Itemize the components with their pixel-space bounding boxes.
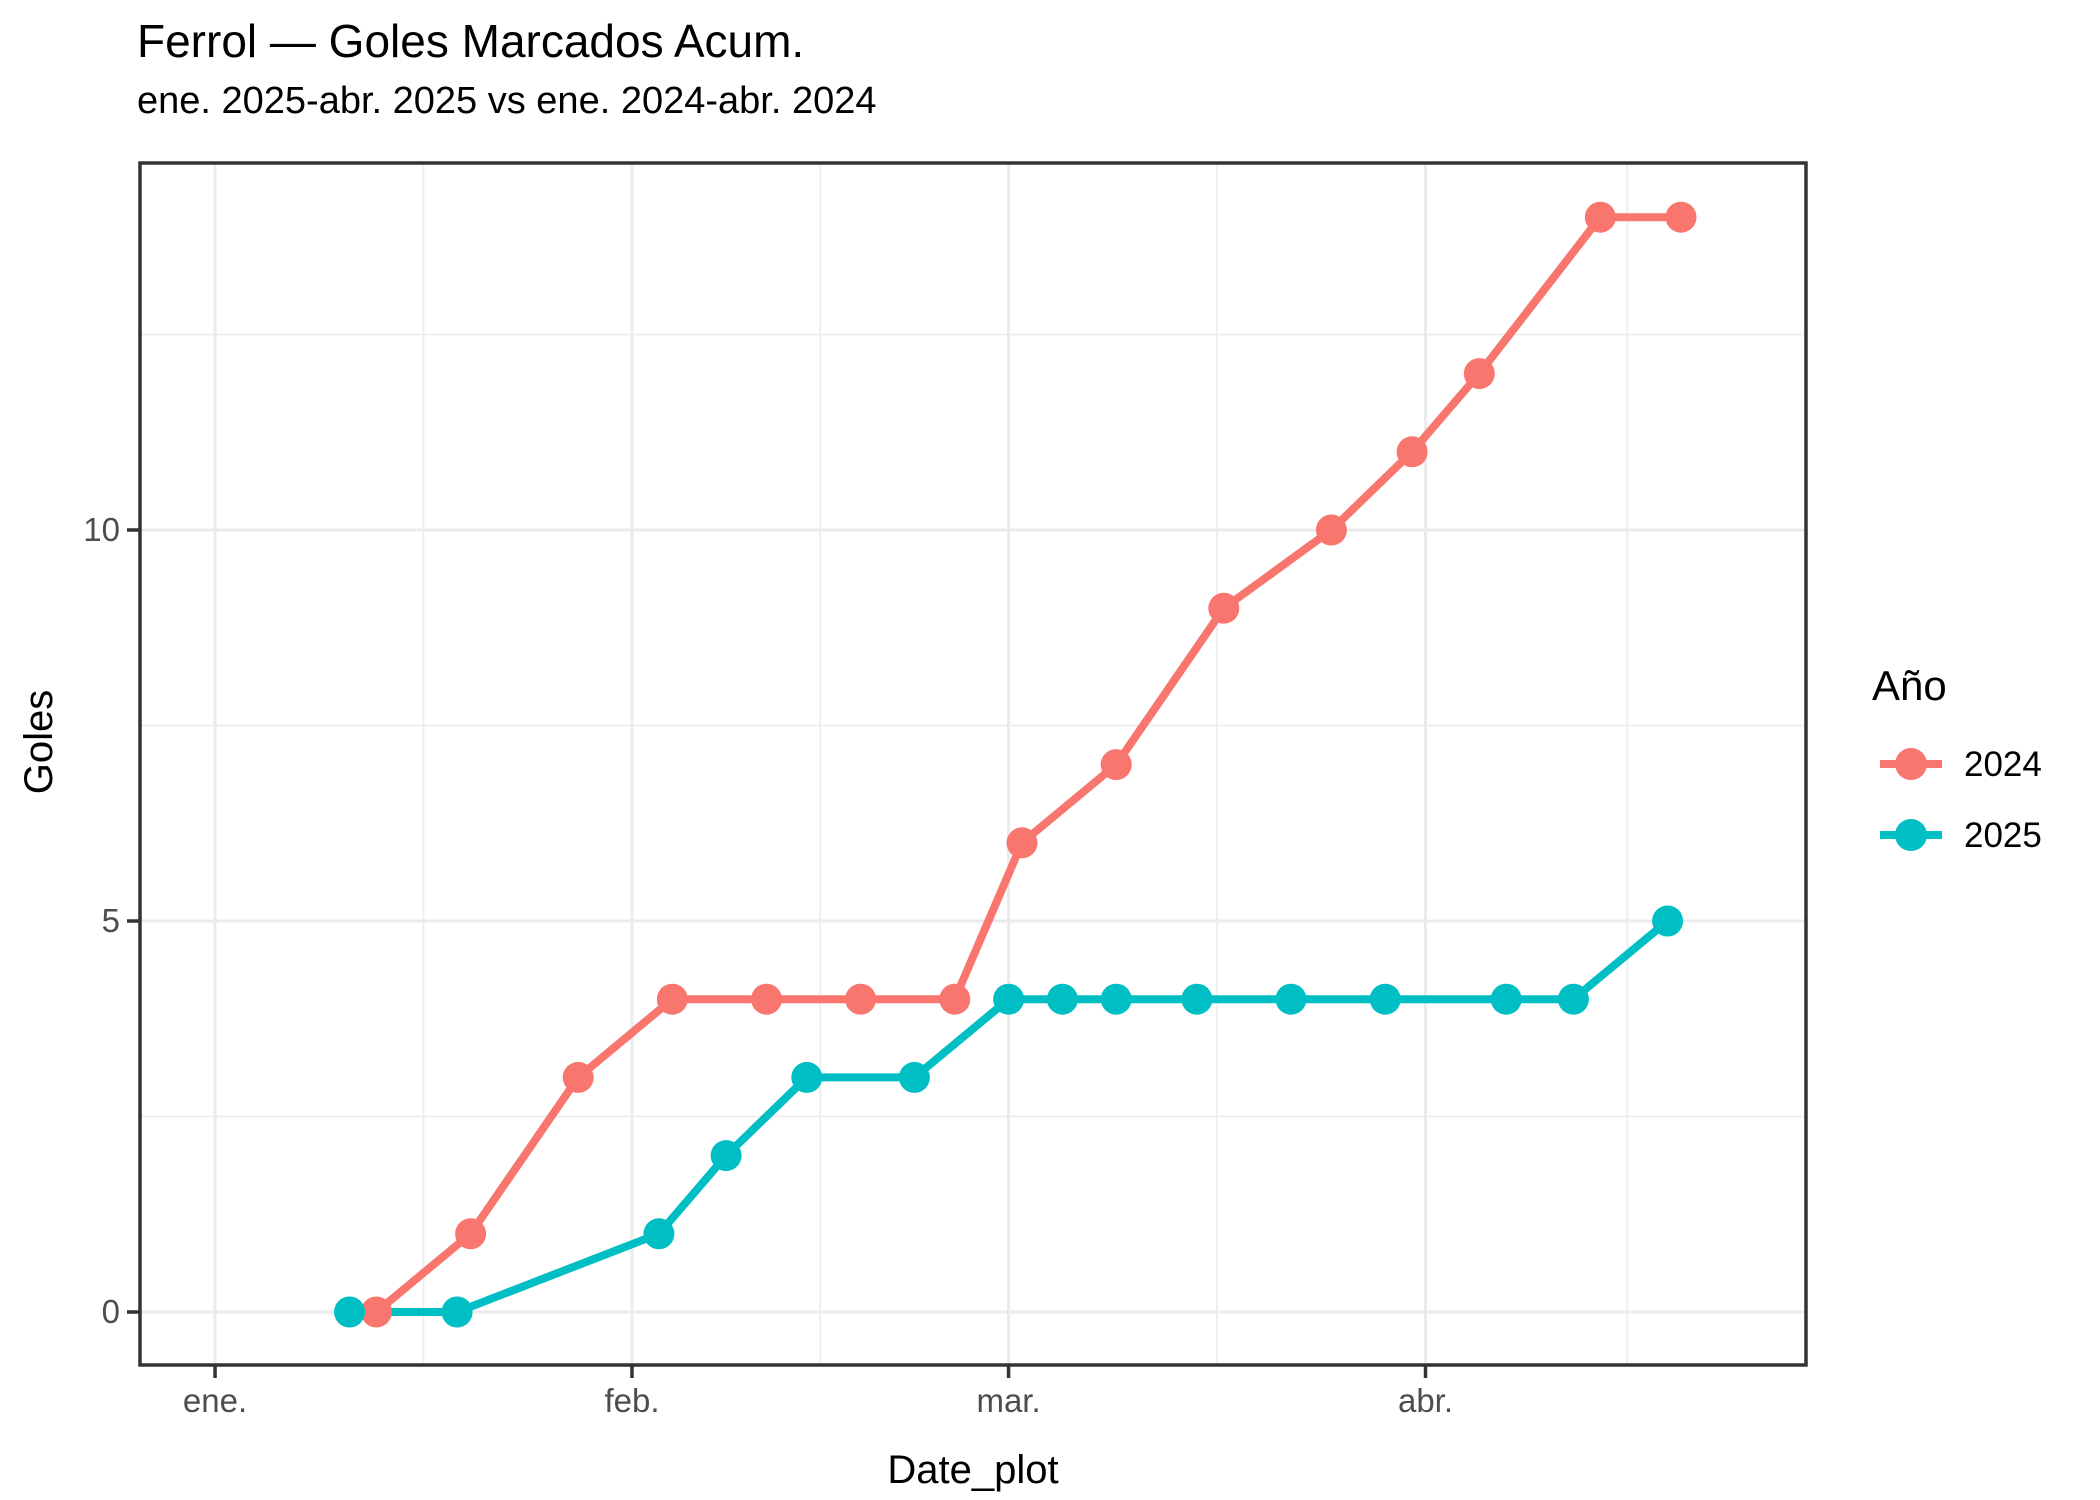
y-tick-label: 0 bbox=[102, 1293, 120, 1330]
x-tick-label: mar. bbox=[976, 1382, 1040, 1419]
data-point bbox=[455, 1218, 487, 1250]
legend-entry-label: 2025 bbox=[1964, 816, 2042, 855]
legend-entries: 2024 2025 bbox=[1880, 745, 2042, 855]
data-point bbox=[993, 983, 1025, 1015]
x-axis-title: Date_plot bbox=[887, 1448, 1058, 1492]
data-point bbox=[1665, 201, 1697, 233]
data-point bbox=[562, 1061, 594, 1093]
chart-subtitle: ene. 2025-abr. 2025 vs ene. 2024-abr. 20… bbox=[137, 80, 876, 122]
legend: Año 2024 2025 bbox=[1872, 662, 2042, 855]
data-point bbox=[1369, 983, 1401, 1015]
legend-key-point bbox=[1895, 748, 1927, 780]
x-tick-label: ene. bbox=[183, 1382, 247, 1419]
x-tick-label: abr. bbox=[1398, 1382, 1453, 1419]
data-point bbox=[1100, 983, 1132, 1015]
data-point bbox=[898, 1061, 930, 1093]
data-point bbox=[1490, 983, 1522, 1015]
gridlines-minor bbox=[140, 163, 1806, 1365]
series-points bbox=[334, 201, 1697, 1328]
data-point bbox=[1006, 827, 1038, 859]
data-point bbox=[1208, 592, 1240, 624]
data-point bbox=[334, 1296, 365, 1328]
legend-entry-2025: 2025 bbox=[1880, 816, 2042, 855]
axis-tick-marks bbox=[127, 528, 1428, 1378]
legend-title: Año bbox=[1872, 662, 1947, 709]
data-point bbox=[1557, 983, 1589, 1015]
x-tick-label: feb. bbox=[604, 1382, 659, 1419]
panel-border bbox=[138, 161, 1808, 1367]
series-points-2025 bbox=[334, 905, 1684, 1328]
legend-entry-label: 2024 bbox=[1964, 745, 2042, 784]
data-point bbox=[939, 983, 971, 1015]
data-point bbox=[360, 1296, 392, 1328]
legend-key-point bbox=[1895, 819, 1927, 851]
data-point bbox=[751, 983, 782, 1015]
y-tick-label: 10 bbox=[83, 511, 120, 548]
data-point bbox=[1046, 983, 1078, 1015]
series-points-2024 bbox=[360, 201, 1697, 1328]
data-point bbox=[791, 1061, 823, 1093]
data-point bbox=[1396, 436, 1428, 468]
data-point bbox=[710, 1140, 742, 1172]
y-axis-title: Goles bbox=[17, 690, 61, 795]
data-point bbox=[1463, 358, 1495, 390]
data-point bbox=[1275, 983, 1307, 1015]
y-tick-label: 5 bbox=[102, 902, 120, 939]
legend-entry-2024: 2024 bbox=[1880, 745, 2042, 784]
data-point bbox=[845, 983, 877, 1015]
axis-tick-labels: ene. feb. mar. abr. 0 5 10 bbox=[83, 511, 1453, 1419]
data-point bbox=[1100, 749, 1132, 781]
data-point bbox=[1584, 201, 1616, 233]
data-point bbox=[643, 1218, 675, 1250]
data-point bbox=[656, 983, 688, 1015]
data-point bbox=[441, 1296, 473, 1328]
data-point bbox=[1652, 905, 1684, 937]
chart-title: Ferrol — Goles Marcados Acum. bbox=[137, 15, 804, 67]
data-point bbox=[1315, 514, 1347, 546]
data-point bbox=[1181, 983, 1213, 1015]
